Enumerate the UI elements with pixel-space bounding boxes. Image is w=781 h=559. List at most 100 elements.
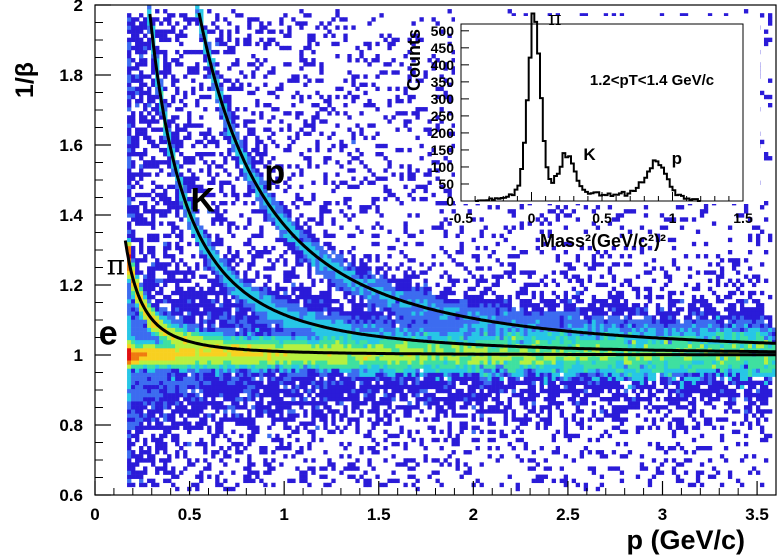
density-cell: [395, 417, 400, 422]
density-cell: [159, 372, 164, 377]
density-cell: [375, 315, 380, 320]
density-cell: [759, 360, 765, 365]
density-cell: [599, 360, 605, 365]
density-cell: [303, 303, 308, 308]
density-cell: [303, 311, 308, 316]
density-cell: [467, 364, 472, 369]
density-cell: [611, 466, 617, 471]
density-cell: [327, 388, 332, 394]
density-cell: [227, 397, 232, 402]
density-cell: [135, 429, 140, 435]
density-cell: [303, 343, 308, 349]
density-cell: [343, 409, 348, 414]
density-cell: [483, 311, 488, 316]
density-cell: [551, 372, 556, 377]
density-cell: [155, 376, 160, 381]
density-cell: [611, 319, 617, 324]
density-cell: [231, 409, 236, 414]
density-cell: [615, 376, 621, 381]
density-cell: [647, 384, 653, 390]
density-cell: [699, 299, 705, 304]
density-cell: [347, 339, 352, 345]
density-cell: [191, 319, 196, 324]
density-cell: [439, 348, 444, 353]
density-cell: [479, 413, 484, 418]
density-cell: [203, 299, 208, 304]
density-cell: [515, 311, 520, 316]
density-cell: [143, 417, 148, 422]
density-cell: [363, 376, 368, 381]
density-cell: [531, 368, 536, 373]
density-cell: [575, 482, 581, 488]
density-cell: [499, 409, 504, 414]
density-cell: [747, 470, 753, 475]
density-cell: [395, 327, 400, 332]
density-cell: [491, 368, 496, 373]
density-cell: [583, 392, 589, 398]
density-cell: [231, 429, 236, 435]
density-cell: [527, 335, 532, 341]
density-cell: [667, 421, 673, 426]
density-cell: [163, 376, 168, 381]
density-cell: [235, 380, 240, 386]
density-cell: [311, 315, 316, 320]
density-cell: [379, 299, 384, 304]
density-cell: [279, 397, 284, 402]
density-cell: [619, 470, 625, 475]
density-cell: [379, 307, 384, 312]
density-cell: [151, 315, 156, 320]
density-cell: [767, 409, 773, 414]
density-cell: [339, 323, 344, 328]
density-cell: [567, 323, 572, 328]
density-cell: [335, 360, 340, 365]
density-cell: [675, 388, 681, 394]
density-cell: [247, 303, 252, 308]
density-cell: [383, 331, 388, 337]
density-cell: [479, 376, 484, 381]
density-cell: [751, 384, 757, 390]
density-cell: [395, 343, 400, 349]
density-cell: [563, 348, 568, 353]
density-cell: [519, 417, 524, 422]
density-cell: [743, 380, 749, 386]
density-cell: [159, 339, 164, 345]
density-cell: [503, 409, 508, 414]
density-cell: [255, 380, 260, 386]
density-cell: [399, 339, 404, 345]
density-cell: [411, 364, 416, 369]
density-cell: [199, 290, 204, 296]
density-cell: [255, 307, 260, 312]
density-cell: [667, 368, 673, 373]
density-cell: [347, 319, 352, 324]
density-cell: [323, 401, 328, 406]
density-cell: [595, 376, 601, 381]
density-cell: [699, 388, 705, 394]
density-cell: [531, 401, 536, 406]
density-cell: [379, 323, 384, 328]
density-cell: [567, 397, 572, 402]
density-cell: [247, 368, 252, 373]
density-cell: [131, 372, 136, 377]
density-cell: [231, 303, 236, 308]
density-cell: [683, 372, 689, 377]
density-cell: [503, 307, 508, 312]
density-cell: [739, 311, 745, 316]
density-cell: [451, 307, 456, 312]
density-cell: [363, 294, 368, 300]
density-cell: [579, 323, 585, 328]
density-cell: [643, 307, 649, 312]
density-cell: [327, 307, 332, 312]
density-cell: [699, 470, 705, 475]
density-cell: [207, 307, 212, 312]
density-cell: [687, 335, 693, 341]
density-cell: [555, 429, 560, 435]
density-cell: [199, 311, 204, 316]
density-cell: [267, 392, 272, 398]
density-cell: [683, 368, 689, 373]
density-cell: [303, 397, 308, 402]
density-cell: [195, 368, 200, 373]
density-cell: [411, 331, 416, 337]
density-cell: [495, 294, 500, 300]
density-cell: [699, 433, 705, 439]
density-cell: [331, 315, 336, 320]
